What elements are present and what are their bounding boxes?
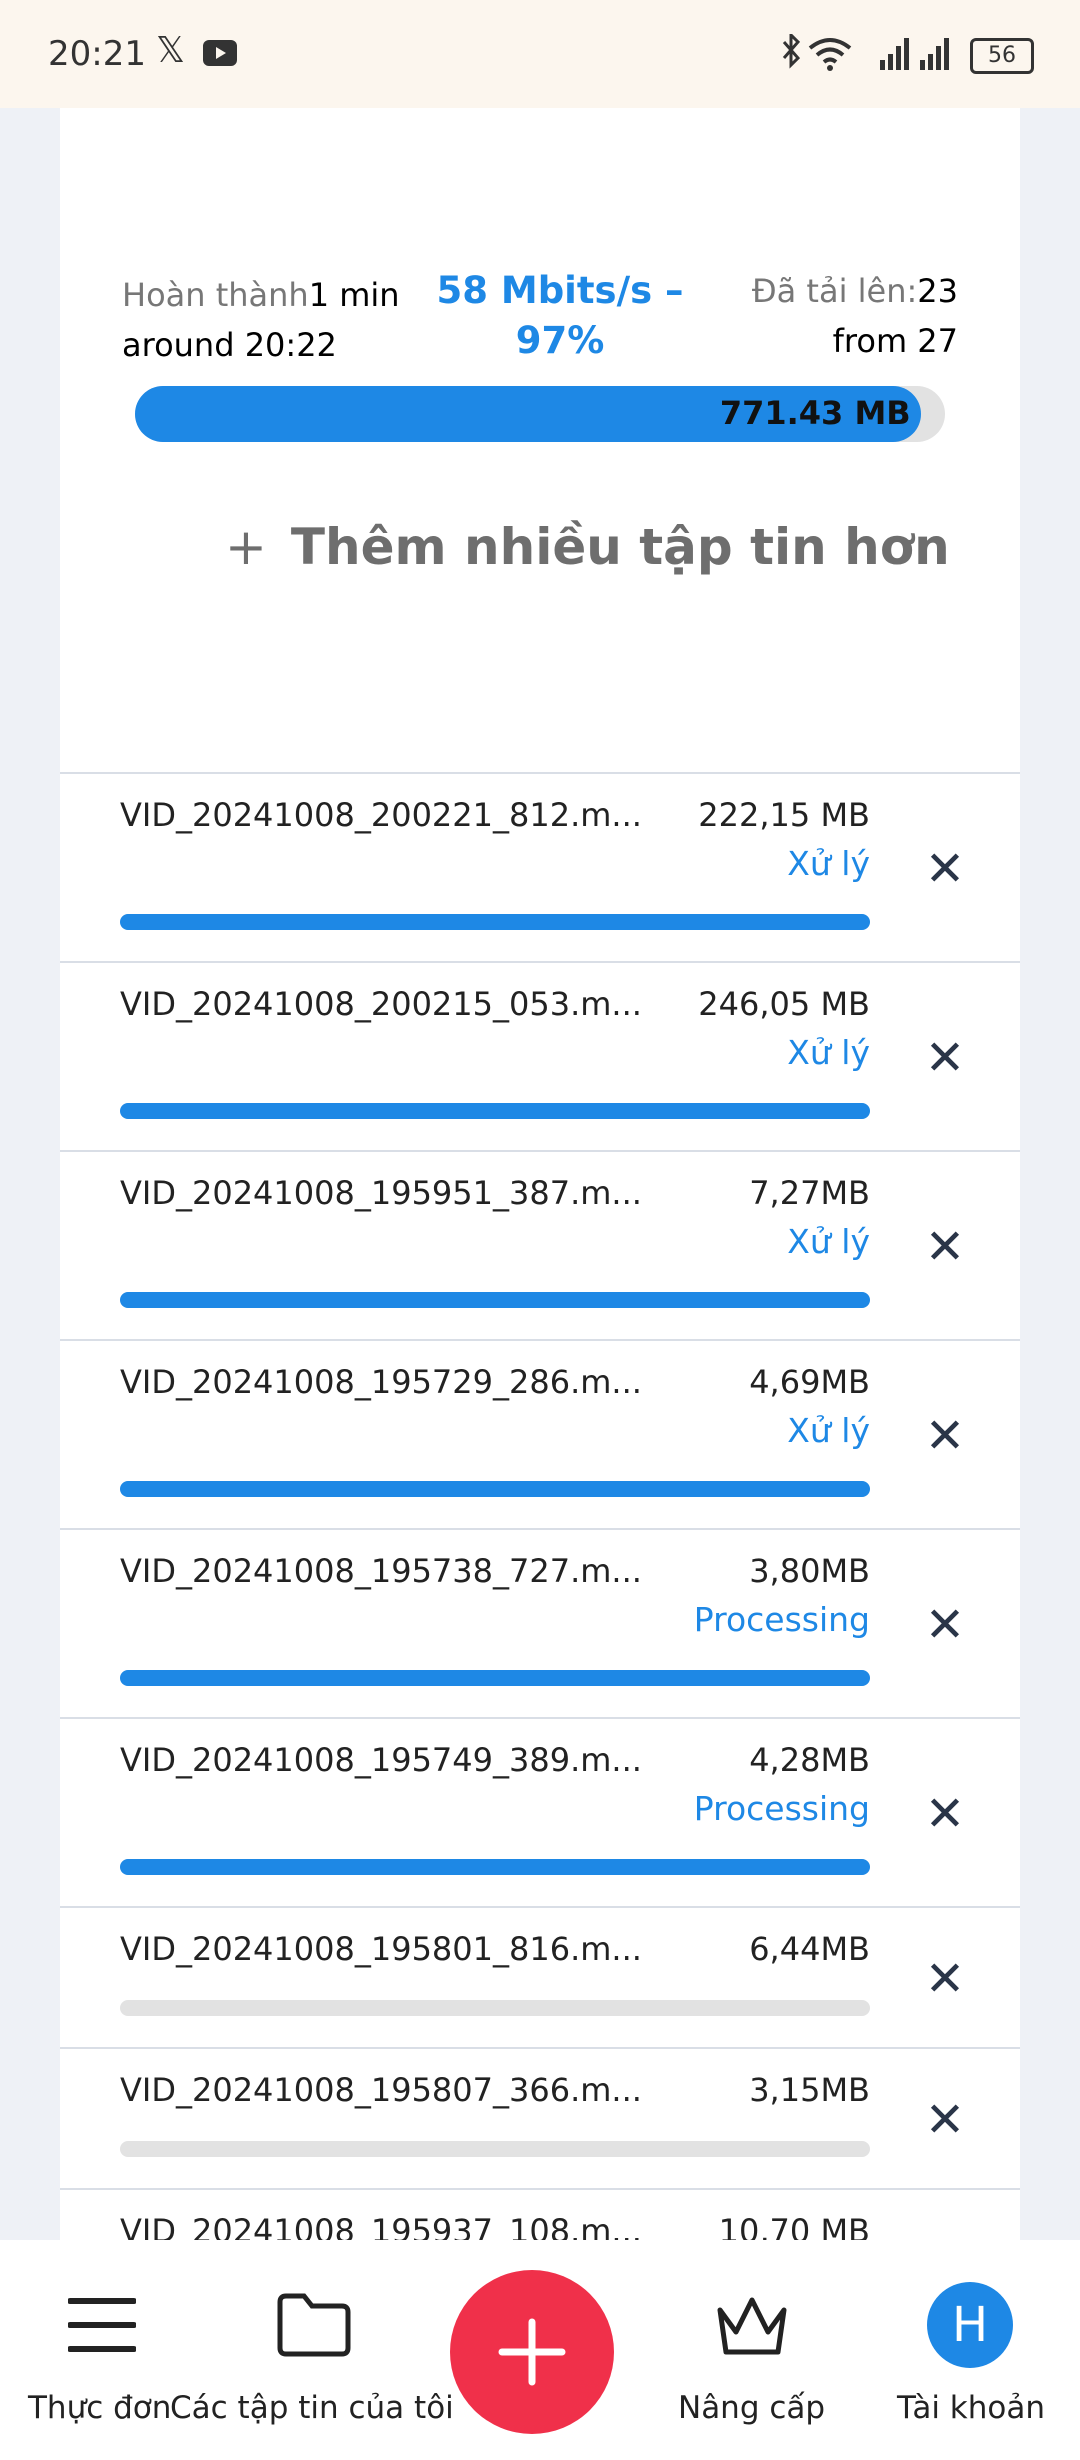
file-name: VID_20241008_200221_812.m... [120, 796, 642, 834]
file-progress [120, 914, 870, 930]
uploaded-label: Đã tải lên: [751, 272, 918, 310]
total-progress-fill: 771.43 MB [135, 386, 921, 442]
eta-value: 1 min [308, 276, 400, 314]
file-row: VID_20241008_195729_286.m... 4,69MB Xử lý ✕ [60, 1339, 1020, 1530]
uploaded-count: 23 [917, 272, 958, 310]
file-row: VID_20241008_195738_727.m... 3,80MB Proces… [60, 1528, 1020, 1719]
nav-account[interactable]: Tài khoản [897, 2390, 1045, 2426]
clock: 20:21 [48, 34, 146, 74]
file-name: VID_20241008_200215_053.m... [120, 985, 642, 1023]
remove-button[interactable]: ✕ [924, 1407, 966, 1464]
signal-icons [782, 34, 949, 71]
file-size: 222,15 MB [698, 796, 870, 834]
file-progress [120, 1103, 870, 1119]
add-more-label[interactable]: Thêm nhiều tập tin hơn [290, 518, 950, 576]
file-size: 7,27MB [749, 1174, 870, 1212]
x-icon: 𝕏 [156, 30, 186, 71]
eta: Hoàn thành1 min around 20:22 [122, 270, 400, 370]
remove-button[interactable]: ✕ [924, 1596, 966, 1653]
folder-icon[interactable] [276, 2292, 352, 2358]
file-row: VID_20241008_195951_387.m... 7,27MB Xử lý ✕ [60, 1150, 1020, 1341]
remove-button[interactable]: ✕ [924, 1950, 966, 2007]
file-status: Xử lý [787, 1411, 870, 1450]
speed-value: 58 Mbits/s – [436, 269, 684, 312]
uploaded-total: from 27 [832, 322, 958, 360]
percent: 97% [515, 319, 605, 362]
avatar[interactable]: H [927, 2282, 1013, 2368]
file-name: VID_20241008_195807_366.m... [120, 2071, 642, 2109]
remove-button[interactable]: ✕ [924, 840, 966, 897]
file-progress [120, 2141, 870, 2157]
file-progress [120, 1670, 870, 1686]
file-row: VID_20241008_195801_816.m... 6,44MB ✕ [60, 1906, 1020, 2049]
file-status: Xử lý [787, 1222, 870, 1261]
file-row: VID_20241008_195937_108.m... 10,70 MB ✕ [60, 2188, 1020, 2240]
file-row: VID_20241008_195749_389.m... 4,28MB Proces… [60, 1717, 1020, 1908]
file-status: Xử lý [787, 844, 870, 883]
file-size: 10,70 MB [718, 2212, 870, 2240]
file-size: 4,69MB [749, 1363, 870, 1401]
file-progress [120, 1859, 870, 1875]
total-progress-track: 771.43 MB [135, 386, 945, 442]
file-name: VID_20241008_195951_387.m... [120, 1174, 642, 1212]
file-progress [120, 1481, 870, 1497]
eta-label: Hoàn thành [122, 276, 309, 314]
file-name: VID_20241008_195937_108.m... [120, 2212, 642, 2240]
youtube-icon [203, 40, 237, 66]
uploaded: Đã tải lên:23 from 27 [752, 266, 958, 366]
battery: 56 [970, 38, 1034, 74]
file-progress [120, 1292, 870, 1308]
file-row: VID_20241008_200215_053.m... 246,05 MB Xử … [60, 961, 1020, 1152]
file-status: Xử lý [787, 1033, 870, 1072]
crown-icon[interactable] [714, 2294, 790, 2358]
file-size: 3,80MB [749, 1552, 870, 1590]
file-row: VID_20241008_200221_812.m... 222,15 MB Xử … [60, 772, 1020, 963]
nav-menu[interactable]: Thực đơn [28, 2390, 172, 2426]
add-button[interactable] [450, 2270, 614, 2434]
nav-files[interactable]: Các tập tin của tôi [170, 2390, 454, 2426]
file-size: 3,15MB [749, 2071, 870, 2109]
remove-button[interactable]: ✕ [924, 1785, 966, 1842]
file-size: 6,44MB [749, 1930, 870, 1968]
remove-button[interactable]: ✕ [924, 2091, 966, 2148]
status-bar: 20:21 𝕏 56 [0, 0, 1080, 108]
file-name: VID_20241008_195801_816.m... [120, 1930, 642, 1968]
remove-button[interactable]: ✕ [924, 1218, 966, 1275]
nav-upgrade[interactable]: Nâng cấp [678, 2390, 826, 2426]
eta-time: around 20:22 [122, 326, 337, 364]
file-size: 246,05 MB [698, 985, 870, 1023]
file-progress [120, 2000, 870, 2016]
file-row: VID_20241008_195807_366.m... 3,15MB ✕ [60, 2047, 1020, 2190]
total-size: 771.43 MB [719, 394, 911, 432]
file-status: Processing [693, 1789, 870, 1828]
file-size: 4,28MB [749, 1741, 870, 1779]
speed: 58 Mbits/s – 97% [400, 266, 720, 366]
upload-card: Hoàn thành1 min around 20:22 58 Mbits/s … [60, 108, 1020, 2240]
file-name: VID_20241008_195738_727.m... [120, 1552, 642, 1590]
menu-icon[interactable] [68, 2295, 136, 2355]
bottom-nav: Thực đơn Các tập tin của tôi Nâng cấp H … [0, 2240, 1080, 2460]
file-status: Processing [693, 1600, 870, 1639]
remove-button[interactable]: ✕ [924, 1029, 966, 1086]
file-name: VID_20241008_195749_389.m... [120, 1741, 642, 1779]
file-name: VID_20241008_195729_286.m... [120, 1363, 642, 1401]
add-more[interactable]: + Thêm nhiều tập tin hơn [225, 518, 950, 576]
remove-button[interactable]: ✕ [910, 2226, 980, 2241]
file-list: VID_20241008_200221_812.m... 222,15 MB Xử … [60, 772, 1020, 2240]
